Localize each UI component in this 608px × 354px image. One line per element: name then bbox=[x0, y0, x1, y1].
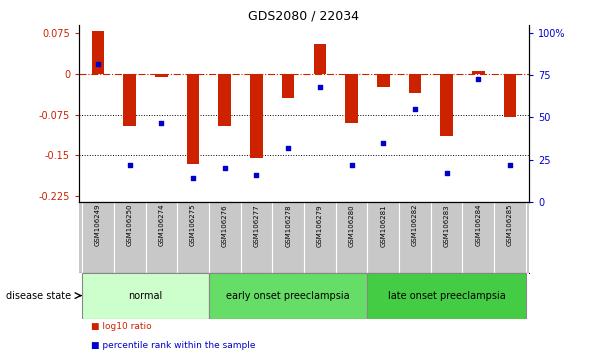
Bar bbox=[187, 74, 199, 164]
Bar bbox=[440, 74, 453, 136]
Text: GSM106276: GSM106276 bbox=[222, 204, 228, 246]
Bar bbox=[123, 74, 136, 126]
Point bbox=[283, 145, 293, 151]
Text: ■ log10 ratio: ■ log10 ratio bbox=[91, 322, 152, 331]
Point bbox=[220, 165, 230, 171]
Point bbox=[474, 76, 483, 81]
Point bbox=[156, 120, 166, 125]
Bar bbox=[250, 74, 263, 158]
Text: late onset preeclampsia: late onset preeclampsia bbox=[388, 291, 505, 301]
Text: early onset preeclampsia: early onset preeclampsia bbox=[226, 291, 350, 301]
Text: ■ percentile rank within the sample: ■ percentile rank within the sample bbox=[91, 342, 256, 350]
Text: GSM106281: GSM106281 bbox=[380, 204, 386, 246]
Text: GSM106282: GSM106282 bbox=[412, 204, 418, 246]
Bar bbox=[218, 74, 231, 126]
Bar bbox=[367, 273, 526, 319]
Text: GSM106280: GSM106280 bbox=[348, 204, 354, 246]
Point bbox=[188, 175, 198, 181]
Bar bbox=[209, 273, 367, 319]
Text: GSM106277: GSM106277 bbox=[254, 204, 260, 246]
Bar bbox=[503, 74, 516, 118]
Text: GSM106279: GSM106279 bbox=[317, 204, 323, 246]
Text: GSM106284: GSM106284 bbox=[475, 204, 482, 246]
Text: disease state: disease state bbox=[6, 291, 71, 301]
Bar bbox=[314, 44, 326, 74]
Bar bbox=[409, 74, 421, 93]
Point bbox=[347, 162, 356, 167]
Text: GSM106250: GSM106250 bbox=[126, 204, 133, 246]
Text: GSM106274: GSM106274 bbox=[159, 204, 164, 246]
Text: GSM106285: GSM106285 bbox=[507, 204, 513, 246]
Point bbox=[252, 172, 261, 178]
Bar bbox=[282, 74, 294, 98]
Text: GSM106278: GSM106278 bbox=[285, 204, 291, 246]
Bar bbox=[377, 74, 390, 87]
Bar bbox=[345, 74, 358, 123]
Point bbox=[93, 61, 103, 67]
Point bbox=[505, 162, 515, 167]
Bar bbox=[82, 273, 209, 319]
Bar bbox=[92, 31, 105, 74]
Point bbox=[125, 162, 134, 167]
Point bbox=[442, 170, 452, 176]
Text: GSM106249: GSM106249 bbox=[95, 204, 101, 246]
Bar bbox=[155, 74, 168, 76]
Point bbox=[315, 84, 325, 90]
Title: GDS2080 / 22034: GDS2080 / 22034 bbox=[249, 9, 359, 22]
Text: GSM106275: GSM106275 bbox=[190, 204, 196, 246]
Point bbox=[410, 106, 420, 112]
Point bbox=[378, 140, 388, 145]
Text: normal: normal bbox=[128, 291, 163, 301]
Text: GSM106283: GSM106283 bbox=[444, 204, 449, 246]
Bar bbox=[472, 71, 485, 74]
